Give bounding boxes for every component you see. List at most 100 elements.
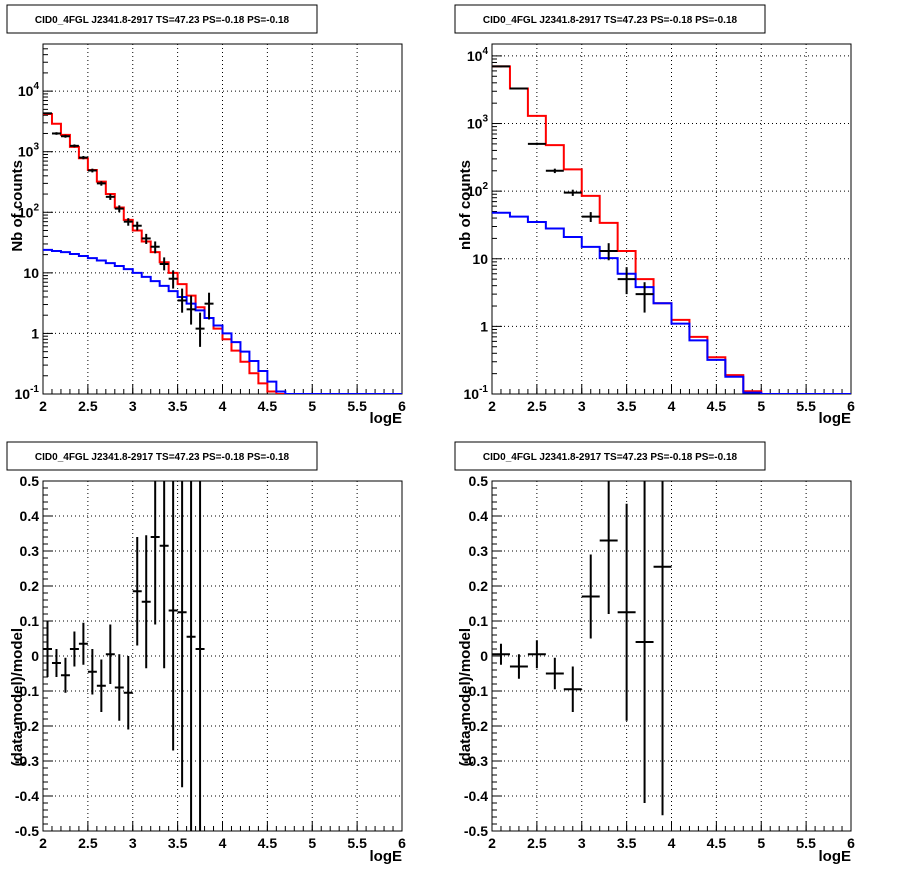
data-point (141, 535, 151, 669)
plot-frame (42, 480, 403, 832)
y-tick-exponent: -1 (479, 384, 488, 395)
x-tick-label: 4 (219, 398, 227, 414)
y-axis-label: nb of counts (457, 160, 474, 250)
y-tick-exponent: -1 (30, 384, 39, 395)
y-tick-label: 102 (18, 202, 40, 220)
series-layer (43, 481, 205, 831)
data-point (635, 481, 654, 803)
x-tick-label: 3 (129, 398, 137, 414)
x-tick-label: 2 (39, 398, 47, 414)
data-point (599, 243, 618, 261)
data-point (195, 312, 205, 347)
x-tick-label: 4.5 (258, 398, 278, 414)
x-tick-label: 6 (398, 398, 406, 414)
data-point (114, 205, 124, 213)
y-tick-label: -0.5 (15, 823, 39, 839)
y-tick-label: -0.3 (15, 753, 39, 769)
y-tick-label: 0.4 (20, 508, 40, 524)
chart-title: CID0_4FGL J2341.8-2917 TS=47.23 PS=-0.18… (35, 452, 290, 463)
series-layer (492, 65, 851, 394)
data-point (509, 654, 528, 679)
data-point (545, 168, 564, 174)
data-point (123, 218, 133, 226)
data-point (492, 65, 510, 68)
data-point (114, 654, 124, 721)
x-tick-label: 6 (847, 398, 855, 414)
y-tick-label: -0.4 (15, 788, 39, 804)
title-box (454, 441, 766, 471)
y-tick-label: 0.1 (20, 613, 40, 629)
panel-top-left: CID0_4FGL J2341.8-2917 TS=47.23 PS=-0.18… (6, 4, 406, 427)
x-tick-label: 3.5 (168, 835, 188, 851)
data-point (177, 481, 187, 788)
data-point (204, 292, 214, 320)
y-tick-exponent: 2 (33, 202, 39, 213)
data-point (87, 168, 97, 173)
data-point (168, 481, 178, 751)
data-point (177, 288, 187, 313)
y-tick-label: 10-1 (15, 384, 40, 402)
x-tick-label: 2.5 (78, 398, 98, 414)
y-tick-label: -0.4 (464, 788, 488, 804)
y-tick-label: 104 (18, 81, 40, 99)
y-tick-label: 0.2 (20, 578, 40, 594)
data-point (43, 621, 52, 677)
y-tick-label: 0.3 (469, 543, 489, 559)
x-tick-label: 5 (308, 835, 316, 851)
y-tick-exponent: 4 (482, 46, 488, 57)
data-point (168, 270, 178, 289)
y-tick-label: 1 (480, 318, 488, 334)
y-tick-label: 0.4 (469, 508, 489, 524)
panel-bottom-left: CID0_4FGL J2341.8-2917 TS=47.23 PS=-0.18… (6, 441, 406, 865)
data-point (141, 233, 151, 244)
data-point (159, 481, 169, 669)
x-axis-label: logE (819, 848, 852, 865)
y-tick-label: 10 (472, 251, 488, 267)
data-point (492, 643, 510, 665)
y-tick-exponent: 2 (482, 181, 488, 192)
x-tick-label: 5 (757, 398, 765, 414)
data-point (545, 657, 564, 690)
data-point (186, 481, 196, 831)
y-tick-label: -0.2 (464, 718, 488, 734)
y-tick-label: 10-1 (464, 384, 489, 402)
data-point (60, 134, 70, 138)
y-tick-label: 1 (31, 325, 39, 341)
data-point (78, 155, 88, 160)
y-tick-label: 0 (31, 648, 39, 664)
data-point (563, 666, 582, 712)
data-point (69, 631, 79, 667)
y-tick-label: -0.1 (15, 683, 39, 699)
y-tick-label: -0.3 (464, 753, 488, 769)
x-tick-label: 5.5 (796, 398, 816, 414)
x-axis-label: logE (370, 848, 403, 865)
chart-title: CID0_4FGL J2341.8-2917 TS=47.23 PS=-0.18… (483, 452, 738, 463)
x-tick-label: 2.5 (527, 398, 547, 414)
y-axis-label: Nb of counts (9, 160, 26, 252)
y-tick-exponent: 3 (482, 114, 488, 125)
x-tick-label: 3 (578, 398, 586, 414)
y-tick-label: -0.1 (464, 683, 488, 699)
x-tick-label: 2 (488, 835, 496, 851)
x-axis-label: logE (370, 410, 403, 427)
data-point (150, 241, 160, 254)
data-point (527, 640, 546, 669)
title-box (6, 441, 318, 471)
x-tick-label: 3.5 (617, 398, 637, 414)
x-tick-label: 5 (308, 398, 316, 414)
data-point (195, 481, 205, 831)
x-tick-label: 4 (668, 398, 676, 414)
x-tick-label: 4.5 (258, 835, 278, 851)
x-tick-label: 2 (488, 398, 496, 414)
data-point (563, 189, 582, 196)
series-model-background (492, 211, 851, 394)
x-tick-label: 6 (847, 835, 855, 851)
panel-bottom-right: CID0_4FGL J2341.8-2917 TS=47.23 PS=-0.18… (454, 441, 855, 865)
y-axis-label: (data-model)/model (457, 628, 474, 766)
x-tick-label: 6 (398, 835, 406, 851)
y-tick-label: 0.3 (20, 543, 40, 559)
data-point (617, 503, 636, 721)
x-axis-label: logE (819, 410, 852, 427)
y-tick-label: 104 (467, 46, 489, 64)
